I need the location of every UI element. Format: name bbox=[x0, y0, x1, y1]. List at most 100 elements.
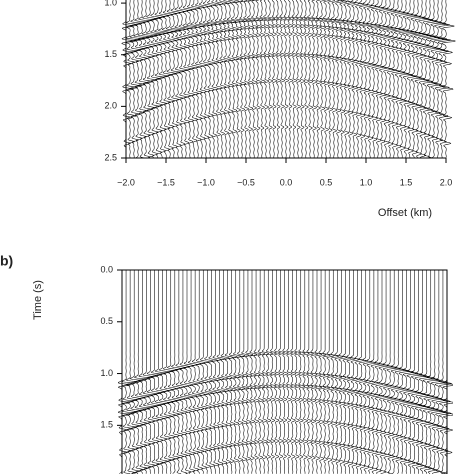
trace bbox=[322, 270, 331, 474]
y-tick-label: 1.0 bbox=[104, 0, 117, 7]
trace bbox=[421, 0, 435, 158]
trace bbox=[212, 270, 222, 474]
trace bbox=[257, 270, 266, 474]
trace bbox=[125, 270, 140, 474]
trace bbox=[202, 0, 213, 158]
trace bbox=[350, 270, 360, 474]
y-tick-label: 2.5 bbox=[104, 152, 117, 162]
trace bbox=[441, 0, 456, 158]
trace bbox=[146, 270, 159, 474]
trace bbox=[206, 0, 218, 158]
trace bbox=[358, 270, 369, 474]
trace bbox=[307, 0, 316, 158]
trace bbox=[243, 0, 252, 158]
traces bbox=[121, 0, 456, 158]
trace bbox=[237, 270, 246, 474]
trace bbox=[302, 270, 310, 474]
y-axis-label: Time (s) bbox=[32, 280, 44, 320]
trace bbox=[331, 0, 340, 158]
trace bbox=[390, 270, 402, 474]
trace bbox=[334, 0, 345, 158]
trace bbox=[241, 270, 250, 474]
trace bbox=[390, 0, 403, 158]
trace bbox=[195, 270, 207, 474]
trace bbox=[354, 0, 365, 158]
trace bbox=[190, 0, 202, 158]
trace bbox=[178, 0, 190, 158]
trace bbox=[183, 270, 195, 474]
trace bbox=[287, 0, 295, 158]
trace bbox=[210, 0, 222, 158]
trace bbox=[142, 270, 155, 474]
trace bbox=[306, 270, 314, 474]
trace bbox=[429, 0, 444, 158]
trace bbox=[346, 0, 357, 158]
trace bbox=[310, 270, 319, 474]
trace bbox=[438, 270, 453, 474]
trace bbox=[218, 0, 229, 158]
trace bbox=[269, 270, 277, 474]
trace bbox=[186, 0, 198, 158]
trace bbox=[374, 0, 386, 158]
trace bbox=[315, 0, 324, 158]
x-tick-label: −1.5 bbox=[157, 177, 175, 187]
trace bbox=[434, 270, 448, 474]
trace bbox=[204, 270, 215, 474]
x-tick-label: −2.0 bbox=[117, 177, 135, 187]
trace bbox=[228, 270, 238, 474]
trace bbox=[342, 270, 352, 474]
trace bbox=[358, 0, 370, 158]
trace bbox=[394, 0, 407, 158]
y-tick-label: 1.5 bbox=[104, 49, 117, 59]
trace bbox=[161, 0, 175, 158]
trace bbox=[311, 0, 320, 158]
trace bbox=[374, 270, 385, 474]
trace bbox=[323, 0, 333, 158]
trace bbox=[274, 270, 281, 474]
trace bbox=[171, 270, 183, 474]
trace bbox=[163, 270, 175, 474]
trace bbox=[418, 270, 431, 474]
trace bbox=[286, 270, 294, 474]
trace bbox=[141, 0, 155, 158]
y-tick-label: 1.5 bbox=[100, 420, 113, 430]
trace bbox=[330, 270, 340, 474]
trace bbox=[326, 270, 335, 474]
trace bbox=[386, 270, 398, 474]
trace bbox=[294, 270, 302, 474]
trace bbox=[350, 0, 361, 158]
trace bbox=[314, 270, 323, 474]
trace bbox=[133, 0, 148, 158]
trace bbox=[402, 270, 415, 474]
trace bbox=[220, 270, 230, 474]
trace bbox=[425, 0, 440, 158]
trace bbox=[253, 270, 262, 474]
trace bbox=[158, 0, 171, 158]
trace bbox=[187, 270, 198, 474]
trace bbox=[401, 0, 415, 158]
trace bbox=[167, 270, 179, 474]
trace bbox=[230, 0, 241, 158]
trace bbox=[437, 0, 452, 158]
trace bbox=[245, 270, 254, 474]
trace bbox=[223, 0, 233, 158]
trace bbox=[214, 0, 225, 158]
trace bbox=[338, 0, 349, 158]
x-tick-label: 1.5 bbox=[400, 177, 413, 187]
trace bbox=[145, 0, 160, 158]
trace bbox=[255, 0, 264, 158]
trace bbox=[174, 0, 187, 158]
trace bbox=[394, 270, 407, 474]
trace bbox=[249, 270, 258, 474]
x-tick-label: 0.5 bbox=[320, 177, 333, 187]
trace bbox=[319, 0, 328, 158]
trace bbox=[121, 270, 136, 474]
trace bbox=[194, 0, 206, 158]
trace bbox=[278, 270, 285, 474]
x-tick-label: 1.0 bbox=[360, 177, 373, 187]
trace bbox=[342, 0, 353, 158]
trace bbox=[279, 0, 287, 158]
trace bbox=[398, 0, 411, 158]
trace bbox=[137, 0, 152, 158]
trace bbox=[366, 0, 378, 158]
